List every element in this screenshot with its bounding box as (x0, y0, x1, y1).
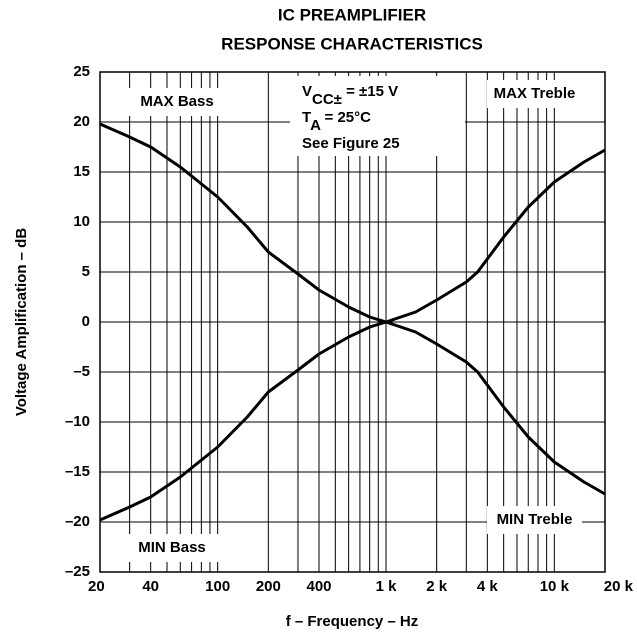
y-tick-label: 5 (82, 263, 90, 280)
curve (385, 320, 606, 496)
annotation-background (290, 76, 465, 156)
x-tick-label: 1 k (376, 578, 398, 595)
y-tick-label: 10 (73, 213, 90, 230)
x-tick-label: 4 k (477, 578, 499, 595)
annotation-part: See Figure 25 (302, 135, 400, 152)
series-label: MAX Bass (122, 88, 232, 116)
y-tick-label: –15 (65, 463, 90, 480)
x-tick-label: 100 (205, 578, 230, 595)
x-tick-label: 200 (256, 578, 281, 595)
x-tick-label: 20 (88, 578, 105, 595)
chart-title: RESPONSE CHARACTERISTICS (221, 34, 483, 53)
chart-title: IC PREAMPLIFIER (278, 5, 426, 24)
annotation-part: A (310, 117, 321, 134)
y-tick-label: 25 (73, 63, 90, 80)
x-tick-label: 400 (306, 578, 331, 595)
series-label: MIN Bass (117, 534, 227, 562)
curve (99, 122, 387, 324)
plot-frame (99, 71, 606, 573)
y-tick-label: 15 (73, 163, 90, 180)
annotation-part: = 25°C (320, 109, 371, 126)
series-label: MAX Treble (487, 80, 582, 108)
x-tick-label: 20 k (604, 578, 634, 595)
y-tick-label: –25 (65, 563, 90, 580)
x-tick-label: 40 (142, 578, 159, 595)
series-label: MIN Treble (487, 506, 582, 534)
y-axis-label: Voltage Amplification – dB (13, 228, 30, 417)
curve (99, 320, 387, 522)
annotation-part: = ±15 V (342, 83, 398, 100)
y-tick-label: 0 (82, 313, 90, 330)
y-tick-label: –5 (73, 363, 90, 380)
annotation-part: T (302, 109, 311, 126)
annotation-part: V (302, 83, 312, 100)
curve (385, 148, 606, 324)
x-axis-label: f – Frequency – Hz (286, 613, 419, 630)
y-tick-label: –20 (65, 513, 90, 530)
y-tick-label: –10 (65, 413, 90, 430)
annotation: VCC± = ±15 V TA = 25°C See Figure 25 (302, 83, 400, 152)
annotation-part: CC± (312, 91, 342, 108)
x-tick-label: 10 k (540, 578, 570, 595)
x-tick-label: 2 k (426, 578, 448, 595)
y-tick-label: 20 (73, 113, 90, 130)
